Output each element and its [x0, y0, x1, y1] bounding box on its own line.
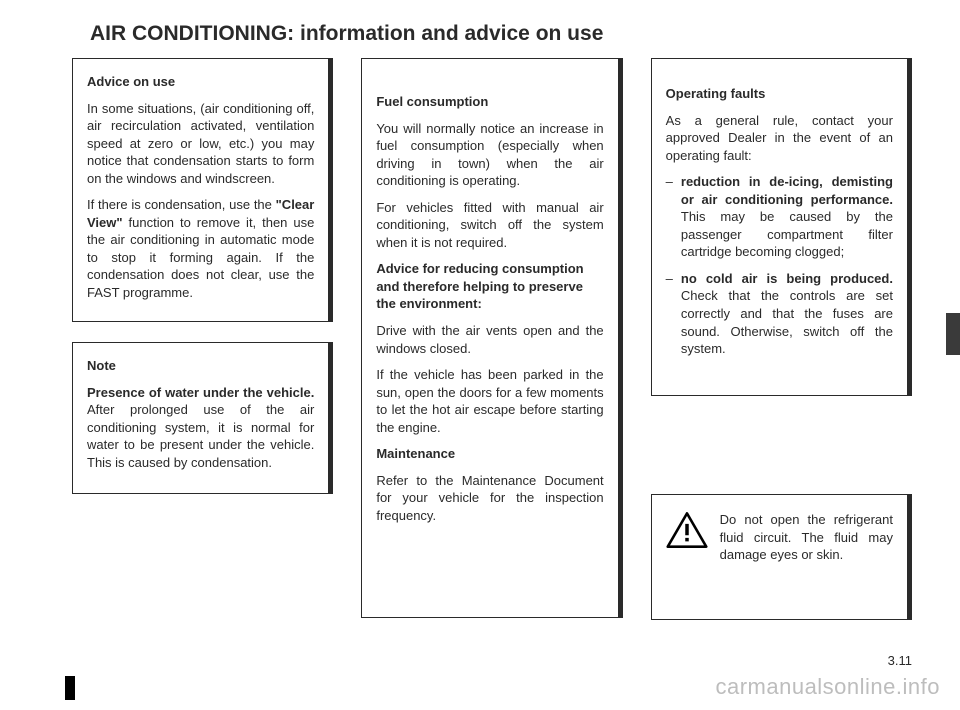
faults-item-1-rest: This may be caused by the passenger comp…	[681, 209, 893, 259]
fuel-p2: For vehicles fitted with manual air cond…	[376, 199, 603, 252]
advice-p2: If there is condensation, use the "Clear…	[87, 196, 314, 301]
corner-mark-icon	[65, 676, 75, 700]
watermark: carmanualsonline.info	[715, 674, 940, 700]
content-columns: Advice on use In some situations, (air c…	[72, 58, 912, 620]
page-title: AIR CONDITIONING: information and advice…	[90, 22, 603, 46]
dash-icon: –	[666, 173, 673, 261]
faults-intro: As a general rule, contact your approved…	[666, 112, 893, 165]
faults-item-2-bold: no cold air is being produced.	[681, 271, 893, 286]
fuel-heading: Fuel consumption	[376, 93, 603, 111]
faults-list: – reduction in de-icing, demisting or ai…	[666, 173, 893, 357]
maint-heading: Maintenance	[376, 445, 603, 463]
faults-item-1-bold: reduction in de-icing, demisting or air …	[681, 174, 893, 207]
warning-box: Do not open the refrigerant fluid circui…	[651, 494, 912, 620]
advice-p1: In some situations, (air conditioning of…	[87, 100, 314, 188]
reduce-p1: Drive with the air vents open and the wi…	[376, 322, 603, 357]
page-number: 3.11	[888, 653, 912, 668]
note-heading: Note	[87, 357, 314, 375]
advice-p2a: If there is condensation, use the	[87, 197, 276, 212]
reduce-heading: Advice for reducing consumption and ther…	[376, 260, 603, 313]
column-3: Operating faults As a general rule, cont…	[651, 58, 912, 620]
advice-heading: Advice on use	[87, 73, 314, 91]
note-bold: Presence of water under the vehicle.	[87, 385, 314, 400]
faults-heading: Operating faults	[666, 85, 893, 103]
faults-item-2: – no cold air is being produced. Check t…	[666, 270, 893, 358]
warning-triangle-icon	[666, 511, 708, 549]
note-body: Presence of water under the vehicle. Aft…	[87, 384, 314, 472]
maint-p1: Refer to the Maintenance Document for yo…	[376, 472, 603, 525]
faults-item-1: – reduction in de-icing, demisting or ai…	[666, 173, 893, 261]
warning-text: Do not open the refrigerant fluid circui…	[720, 511, 893, 564]
column-2: Fuel consumption You will normally notic…	[361, 58, 622, 620]
note-text: After prolonged use of the air condition…	[87, 402, 314, 470]
operating-faults-box: Operating faults As a general rule, cont…	[651, 58, 912, 396]
fuel-p1: You will normally notice an increase in …	[376, 120, 603, 190]
side-tab-icon	[946, 313, 960, 355]
advice-on-use-box: Advice on use In some situations, (air c…	[72, 58, 333, 322]
spacer	[651, 416, 912, 474]
note-box: Note Presence of water under the vehicle…	[72, 342, 333, 494]
reduce-p2: If the vehicle has been parked in the su…	[376, 366, 603, 436]
faults-item-2-rest: Check that the controls are set correctl…	[681, 288, 893, 356]
column-1: Advice on use In some situations, (air c…	[72, 58, 333, 620]
fuel-consumption-box: Fuel consumption You will normally notic…	[361, 58, 622, 618]
dash-icon: –	[666, 270, 673, 358]
